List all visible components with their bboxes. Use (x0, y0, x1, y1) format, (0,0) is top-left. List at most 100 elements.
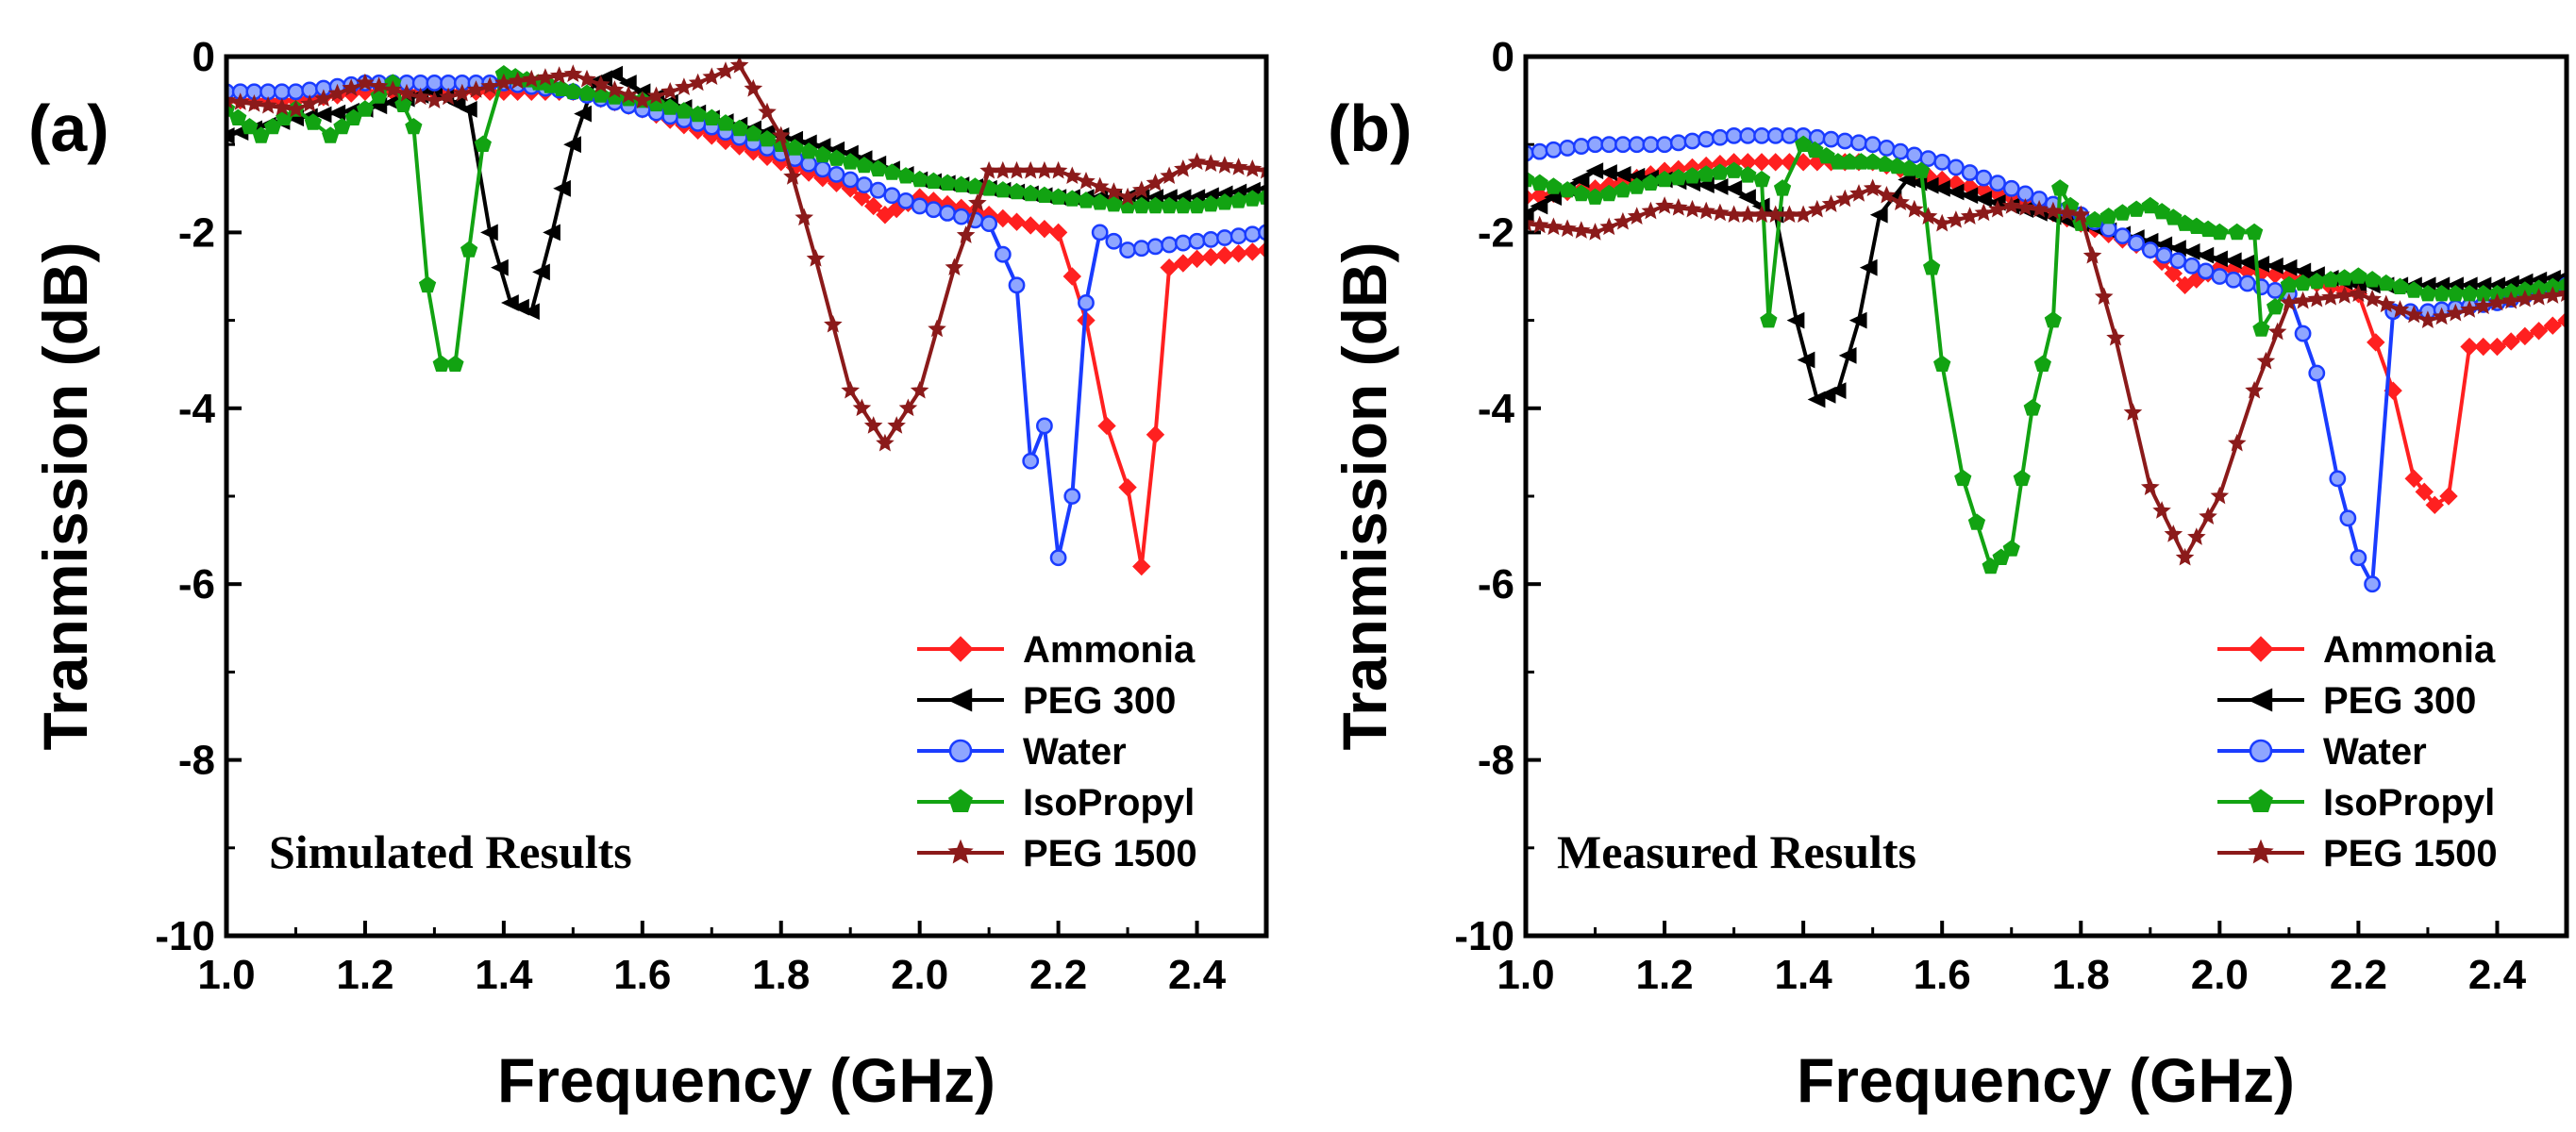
data-point (2227, 433, 2247, 452)
data-point (1531, 142, 1548, 160)
data-point (1878, 140, 1896, 157)
data-point (1614, 136, 1631, 154)
data-point (1559, 181, 1577, 198)
data-point (2210, 486, 2230, 505)
data-point (397, 83, 416, 102)
data-point (1850, 134, 1867, 152)
legend: Ammonia PEG 300 Water IsoPropyl PEG 1500 (917, 629, 1197, 874)
data-point (532, 263, 550, 281)
data-point (244, 93, 264, 112)
data-point (2529, 288, 2549, 306)
data-point (1243, 242, 1263, 261)
y-tick-label: -4 (178, 386, 216, 432)
data-point (304, 113, 322, 130)
data-point (2377, 274, 2395, 291)
data-point (1780, 205, 1799, 224)
data-point (1146, 425, 1165, 444)
data-point (883, 163, 901, 180)
data-point (1091, 224, 1109, 241)
data-point (1585, 162, 1604, 180)
data-point (869, 159, 887, 177)
data-point (2141, 241, 2159, 258)
data-point (2051, 179, 2069, 196)
legend-swatch-marker (946, 688, 973, 712)
data-point (1530, 215, 1549, 234)
data-point (1174, 254, 1193, 273)
data-point (564, 82, 582, 100)
data-point (2473, 296, 2493, 315)
data-point (842, 171, 860, 189)
data-point (911, 197, 928, 215)
data-point (1174, 234, 1192, 252)
data-point (1035, 160, 1054, 179)
data-point (1244, 225, 1262, 243)
data-point (2543, 286, 2563, 304)
data-point (459, 101, 477, 118)
data-point (1104, 182, 1124, 200)
data-point (1960, 187, 1979, 205)
data-point (418, 275, 437, 293)
legend-swatch-marker (2247, 688, 2273, 712)
data-point (432, 355, 450, 372)
data-point (1923, 258, 1941, 275)
data-point (619, 85, 638, 104)
data-point (1599, 217, 1619, 236)
data-point (2187, 527, 2206, 545)
data-point (1797, 351, 1815, 369)
data-point (2256, 351, 2276, 370)
data-point (2002, 179, 2020, 197)
data-point (956, 225, 976, 243)
data-point (841, 380, 861, 399)
data-point (2487, 337, 2507, 357)
legend-item: Ammonia (917, 629, 1196, 671)
data-point (1760, 310, 1778, 328)
legend-label: PEG 300 (2323, 680, 2476, 722)
data-point (1697, 201, 1715, 220)
data-point (2267, 282, 2284, 299)
data-point (1822, 130, 1840, 148)
legend-item: Ammonia (2217, 629, 2496, 671)
series-line (226, 81, 1266, 560)
data-point (2251, 256, 2270, 273)
data-point (1863, 178, 1882, 197)
data-point (1063, 190, 1081, 207)
data-point (758, 102, 777, 121)
legend: Ammonia PEG 300 Water IsoPropyl PEG 1500 (2217, 629, 2498, 874)
data-point (1738, 189, 1756, 207)
data-point (703, 108, 721, 125)
data-point (910, 380, 929, 399)
data-point (480, 224, 498, 241)
data-point (491, 258, 509, 276)
data-point (771, 125, 791, 144)
data-point (1572, 138, 1590, 155)
data-point (1105, 194, 1123, 212)
data-point (1869, 206, 1888, 224)
data-point (1947, 210, 1965, 228)
data-point (2293, 291, 2313, 309)
data-point (1752, 153, 1771, 172)
data-point (898, 398, 918, 417)
panel-label: (a) (28, 92, 109, 165)
data-point (1187, 249, 1207, 269)
y-tick-label: -4 (1478, 386, 1515, 432)
data-point (2265, 257, 2283, 275)
panel-simulated: (a) Tranmission (dB) Frequency (GHz) Sim… (28, 34, 1269, 1115)
data-point (522, 69, 542, 88)
data-point (1161, 236, 1179, 254)
data-point (1035, 186, 1054, 203)
data-point (2071, 205, 2091, 224)
data-point (1808, 199, 1827, 218)
data-point (1828, 382, 1847, 400)
data-point (287, 83, 305, 101)
data-point (1948, 158, 1965, 176)
series-peg-1500 (1526, 178, 2567, 566)
data-point (1766, 153, 1785, 172)
data-point (1836, 132, 1854, 150)
data-point (273, 83, 291, 101)
legend-item: PEG 300 (917, 680, 1176, 722)
data-point (2057, 203, 2077, 222)
data-point (327, 83, 347, 102)
data-point (716, 114, 735, 131)
y-tick-label: -2 (178, 209, 215, 256)
data-point (2529, 322, 2549, 341)
